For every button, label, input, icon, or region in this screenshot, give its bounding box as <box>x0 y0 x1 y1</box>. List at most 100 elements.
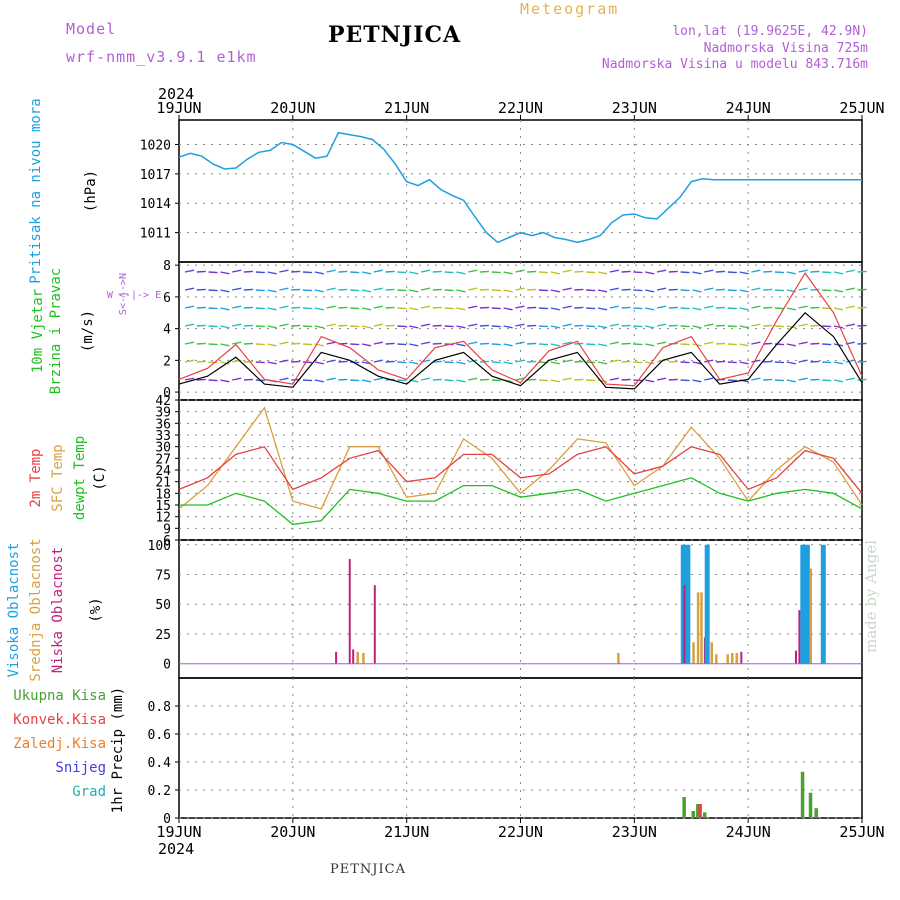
wind-arrow <box>810 378 820 381</box>
wind-arrow <box>255 289 265 292</box>
wind-arrow <box>503 343 513 347</box>
wind-arrow <box>338 288 348 291</box>
wind-arrow <box>196 324 206 327</box>
wind-arrow <box>385 360 395 363</box>
wind-arrow <box>609 359 619 363</box>
cloud-bar-low <box>740 651 743 664</box>
temp-dewpt-axis-label: dewpt Temp <box>72 436 88 520</box>
wind-arrow <box>361 307 372 311</box>
date-tick-top: 25JUN <box>839 99 884 117</box>
wind-arrow <box>798 341 808 345</box>
meteogram-label: Meteogram <box>520 0 620 18</box>
wind-arrow <box>656 269 667 273</box>
wind-arrow <box>550 325 560 329</box>
wind-arrow <box>751 305 761 309</box>
wind-arrow <box>562 287 572 291</box>
elevation-label: Nadmorska Visina 725m <box>703 41 868 56</box>
wind-arrow <box>727 289 737 292</box>
wind-arrow <box>208 289 218 292</box>
wind-arrow <box>397 307 407 310</box>
wind-arrow <box>385 306 395 309</box>
wind-arrow <box>574 288 584 291</box>
wind-arrow <box>751 323 761 327</box>
wind-arrow <box>232 305 242 309</box>
wind-arrow <box>232 377 242 381</box>
wind-arrow <box>633 289 643 292</box>
wind-arrow <box>845 269 855 273</box>
compass-horizontal: W <-|-> E <box>107 290 161 301</box>
wind-arrow <box>468 359 478 363</box>
wind-arrow <box>857 360 867 363</box>
wind-arrow <box>645 271 655 275</box>
wind-arrow <box>314 271 324 275</box>
wind-arrow <box>444 361 454 364</box>
wind-arrow <box>574 378 584 381</box>
wind-arrow <box>586 325 596 328</box>
wind-arrow <box>562 341 572 345</box>
y-tick-label: 0.8 <box>148 700 171 715</box>
wind-arrow <box>538 289 549 292</box>
pressure-unit-label: (hPa) <box>83 170 99 212</box>
wind-arrow <box>633 361 643 364</box>
wind-arrow <box>468 323 478 327</box>
wind-arrow <box>822 271 832 274</box>
wind-arrow <box>668 288 678 291</box>
cloud-bar-mid <box>715 654 718 664</box>
y-tick-label: 0.6 <box>148 728 171 743</box>
wind-arrow <box>291 324 301 327</box>
wind-arrow <box>715 342 726 345</box>
cloud-bar-mid <box>617 653 620 664</box>
wind-arrow <box>562 359 572 363</box>
y-tick-label: 24 <box>155 464 171 479</box>
wind-arrow <box>184 323 195 327</box>
wind-arrow <box>409 325 419 329</box>
wind-arrow <box>291 360 301 363</box>
wind-arrow <box>680 271 690 274</box>
wind-arrow <box>739 289 749 293</box>
wind-arrow <box>409 289 419 293</box>
wind-arrow <box>857 270 867 273</box>
wind-arrow <box>751 359 761 363</box>
wind-arrow <box>373 323 383 327</box>
wind-arrow <box>267 343 277 347</box>
wind-arrow <box>243 324 254 327</box>
wind-arrow <box>385 342 395 345</box>
wind-arrow <box>786 307 796 311</box>
wind-arrow <box>361 379 372 383</box>
wind-arrow <box>586 307 596 310</box>
y-tick-label: 36 <box>155 417 171 432</box>
wind-arrow <box>798 377 808 381</box>
precip-bar-total <box>691 811 696 818</box>
wind-arrow <box>538 343 549 346</box>
wind-arrow <box>267 289 277 293</box>
wind-arrow <box>468 269 478 273</box>
wind-arrow <box>444 307 454 310</box>
wind-arrow <box>822 361 832 364</box>
precip-legend-item: Snijeg <box>55 760 106 776</box>
precip-bar-total <box>814 808 818 818</box>
wind-arrow <box>763 270 773 273</box>
wind-arrow <box>397 379 407 382</box>
wind-arrow <box>739 307 749 311</box>
wind-arrow <box>833 325 844 329</box>
wind-arrow <box>715 324 726 327</box>
wind-arrow <box>857 324 867 327</box>
cloud-bar-low <box>683 585 686 664</box>
wind-arrow <box>350 379 360 382</box>
wind-arrow <box>184 305 195 309</box>
wind-arrow <box>538 325 549 328</box>
wind-arrow <box>798 359 808 363</box>
y-tick-label: 18 <box>155 487 171 502</box>
pressure-axis-label: Pritisak na nivou mora <box>28 98 44 283</box>
wind-arrow <box>491 271 501 274</box>
precip-bar-total <box>696 804 700 818</box>
wind-arrow <box>739 361 749 365</box>
y-tick-label: 2 <box>163 354 171 369</box>
wind-arrow <box>208 379 218 382</box>
wind-speed-line <box>178 311 863 390</box>
wind-arrow <box>751 269 761 273</box>
wind-arrow <box>515 323 525 327</box>
wind-arrow <box>645 325 655 329</box>
wind-arrow <box>786 325 796 329</box>
